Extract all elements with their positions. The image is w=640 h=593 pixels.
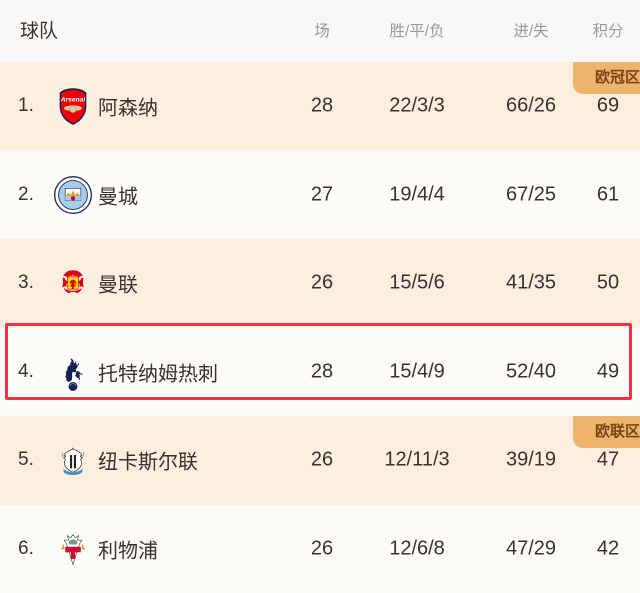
svg-text:Arsenal: Arsenal bbox=[60, 97, 86, 104]
